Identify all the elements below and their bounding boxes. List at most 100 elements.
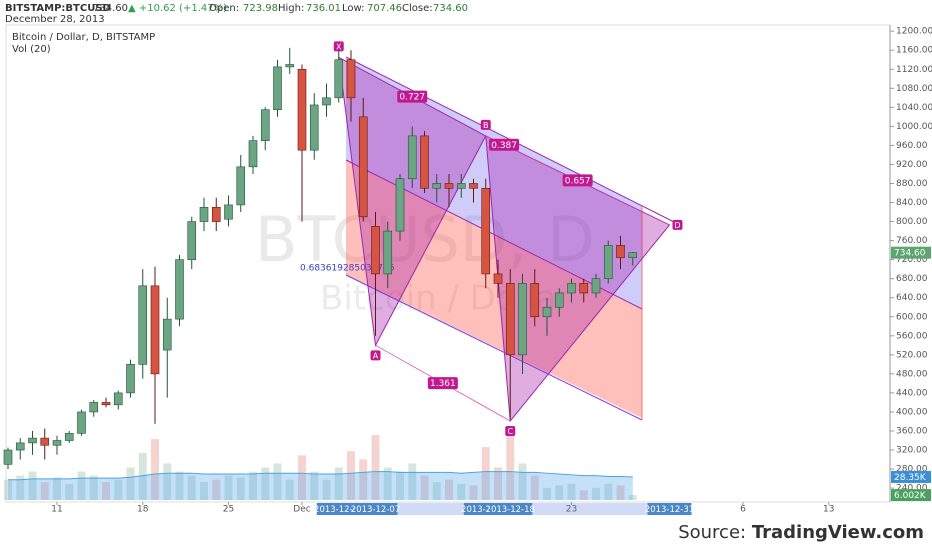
volume-bar bbox=[457, 483, 466, 500]
y-tick-label: 1080.00 bbox=[896, 84, 932, 94]
high-value: 736.01 bbox=[306, 3, 341, 14]
watermark: Bitcoin / Dollar bbox=[320, 279, 570, 319]
channel-label: 0.683619285034736 bbox=[300, 264, 395, 274]
y-tick-label: 600.00 bbox=[896, 312, 928, 322]
candle-body bbox=[187, 221, 197, 260]
volume-bar bbox=[604, 483, 613, 500]
y-tick-label: 920.00 bbox=[896, 160, 928, 170]
point-label: B bbox=[483, 121, 489, 130]
volume-bar bbox=[249, 471, 257, 500]
point-label: D bbox=[674, 221, 680, 230]
candle-body bbox=[371, 226, 380, 275]
plot-frame bbox=[5, 24, 891, 503]
volume-bar bbox=[40, 482, 49, 500]
volume-layer bbox=[4, 435, 637, 500]
ratio-label: 0.657 bbox=[565, 176, 591, 186]
volume-bar bbox=[567, 483, 576, 500]
y-tick-label: 360.00 bbox=[896, 426, 928, 436]
volume-bar bbox=[371, 435, 380, 500]
last-price-marker-box bbox=[891, 246, 931, 259]
volume-bar bbox=[28, 471, 37, 500]
point-label-box bbox=[370, 350, 381, 361]
volume-bar bbox=[359, 459, 368, 500]
y-tick-label: 1000.00 bbox=[896, 122, 932, 132]
y-tick-label: 640.00 bbox=[896, 293, 928, 303]
last-price: 734.60 bbox=[93, 3, 128, 14]
candle-body bbox=[150, 285, 160, 375]
y-tick-label: 1120.00 bbox=[896, 65, 932, 75]
watermark: BTCUSD, D bbox=[255, 203, 595, 276]
candle-body bbox=[89, 402, 99, 413]
candle-body bbox=[297, 68, 307, 151]
candle-body bbox=[309, 104, 319, 151]
channel-line bbox=[345, 274, 643, 421]
point-label-box bbox=[480, 119, 491, 130]
volume-bar bbox=[506, 435, 515, 500]
candle-body bbox=[358, 116, 368, 218]
volume-bar bbox=[200, 482, 208, 500]
volume-bar bbox=[273, 463, 282, 500]
channel-fill bbox=[346, 160, 642, 418]
candle-layer bbox=[3, 47, 638, 470]
volume-ma-marker-box bbox=[891, 470, 931, 483]
volume-bar bbox=[481, 447, 490, 500]
date-box bbox=[647, 503, 692, 515]
y-tick-label: 440.00 bbox=[896, 388, 928, 398]
y-tick-label: 520.00 bbox=[896, 350, 928, 360]
candle-body bbox=[138, 285, 148, 365]
volume-bar bbox=[163, 463, 172, 500]
close-label: Close: bbox=[402, 3, 433, 14]
point-label: C bbox=[507, 427, 513, 436]
candle-body bbox=[113, 392, 123, 406]
candle-body bbox=[444, 183, 454, 189]
candle-body bbox=[505, 283, 515, 356]
y-tick-label: 960.00 bbox=[896, 141, 928, 151]
y-tick-label: 480.00 bbox=[896, 369, 928, 379]
volume-bar bbox=[383, 467, 392, 500]
ratio-label: 0.727 bbox=[399, 93, 425, 103]
volume-bar bbox=[494, 467, 502, 500]
x-tick-label: 13 bbox=[823, 505, 834, 515]
candle-body bbox=[481, 187, 491, 275]
point-label-box bbox=[505, 425, 516, 436]
volume-bar bbox=[445, 479, 453, 500]
point-label-box bbox=[333, 41, 344, 52]
candle-body bbox=[395, 178, 405, 232]
low-value: 707.46 bbox=[367, 3, 402, 14]
ratio-box bbox=[562, 174, 593, 187]
volume-ma-area bbox=[8, 471, 633, 500]
legend-entry: Vol (20) bbox=[12, 44, 51, 55]
volume-bar bbox=[310, 471, 319, 500]
candle-body bbox=[469, 183, 478, 189]
volume-bar bbox=[16, 475, 25, 500]
ratio-box bbox=[489, 138, 520, 151]
candle-body bbox=[603, 245, 613, 279]
source-site: TradingView.com bbox=[752, 522, 924, 543]
volume-bar bbox=[322, 479, 331, 500]
volume-bar bbox=[518, 463, 527, 500]
volume-bar bbox=[543, 487, 551, 500]
open-value: 723.98 bbox=[243, 3, 278, 14]
symbol: BITSTAMP:BTCUSD bbox=[5, 3, 111, 14]
candle-body bbox=[456, 183, 466, 189]
candle-body bbox=[64, 433, 74, 441]
volume-bar bbox=[175, 471, 184, 500]
volume-marker-box bbox=[891, 489, 931, 502]
volume-bar bbox=[530, 475, 539, 500]
date-label: 2013-12-04 bbox=[314, 505, 363, 515]
candle-body bbox=[628, 252, 638, 259]
x-tick-label: 23 bbox=[566, 505, 577, 515]
volume-bar bbox=[212, 479, 221, 500]
candle-body bbox=[554, 292, 564, 308]
x-tick-label: 18 bbox=[137, 505, 149, 515]
candle-body bbox=[273, 66, 282, 111]
x-tick-label: 25 bbox=[223, 505, 234, 515]
y-tick-label: 880.00 bbox=[896, 179, 928, 189]
y-tick-label: 1040.00 bbox=[896, 103, 932, 113]
y-tick-label: 560.00 bbox=[896, 331, 928, 341]
volume-bar bbox=[89, 475, 98, 500]
candle-body bbox=[211, 206, 221, 222]
candle-body bbox=[199, 206, 209, 222]
candle-body bbox=[616, 245, 625, 259]
volume-marker: 6.002K bbox=[894, 491, 927, 501]
